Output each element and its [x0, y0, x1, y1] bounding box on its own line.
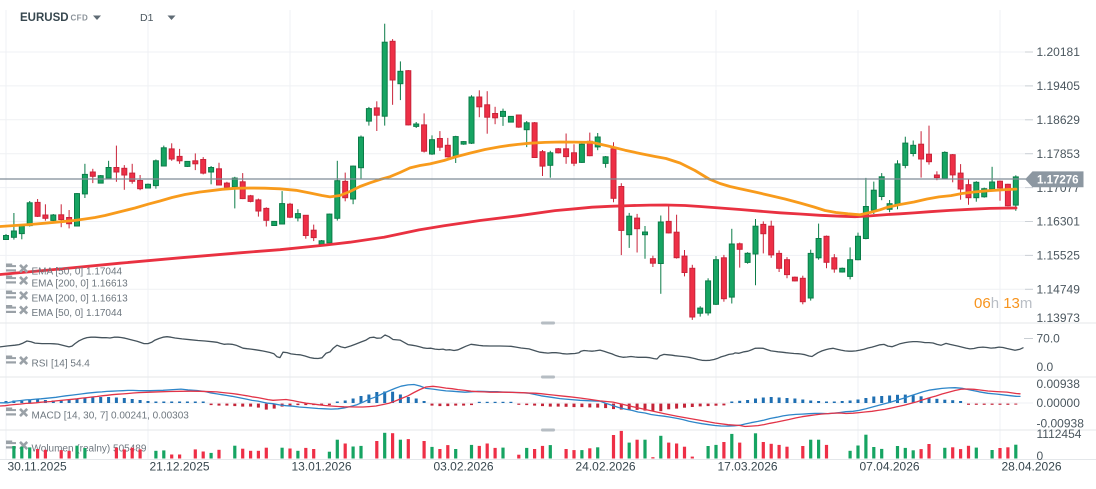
svg-text:EMA [200, 0] 1.16613: EMA [200, 0] 1.16613 — [32, 279, 129, 290]
svg-text:-0.00938: -0.00938 — [1037, 416, 1085, 430]
svg-text:1.17853: 1.17853 — [1037, 147, 1081, 161]
svg-text:Wolumen (realny) 505489: Wolumen (realny) 505489 — [32, 444, 147, 455]
svg-text:1.19405: 1.19405 — [1037, 79, 1081, 93]
svg-text:17.03.2026: 17.03.2026 — [718, 460, 778, 474]
svg-text:EMA [200, 0] 1.16613: EMA [200, 0] 1.16613 — [32, 294, 129, 305]
svg-text:1.20181: 1.20181 — [1037, 45, 1081, 59]
svg-text:MACD [14, 30, 7] 0.00241, 0.00: MACD [14, 30, 7] 0.00241, 0.00303 — [32, 411, 190, 422]
svg-text:0: 0 — [1037, 449, 1044, 463]
svg-text:1.13973: 1.13973 — [1037, 311, 1081, 325]
svg-text:1.15525: 1.15525 — [1037, 249, 1081, 263]
svg-text:24.02.2026: 24.02.2026 — [576, 460, 636, 474]
svg-text:1.17276: 1.17276 — [1037, 175, 1079, 187]
svg-text:1112454: 1112454 — [1037, 427, 1082, 441]
svg-text:13.01.2026: 13.01.2026 — [292, 460, 352, 474]
svg-text:D1: D1 — [140, 12, 154, 24]
svg-text:21.12.2025: 21.12.2025 — [150, 460, 210, 474]
svg-text:07.04.2026: 07.04.2026 — [860, 460, 920, 474]
svg-text:RSI [14] 54.4: RSI [14] 54.4 — [32, 359, 91, 370]
svg-text:0.00938: 0.00938 — [1037, 377, 1081, 391]
svg-text:1.18629: 1.18629 — [1037, 113, 1081, 127]
svg-text:28.04.2026: 28.04.2026 — [1002, 460, 1062, 474]
svg-text:70.0: 70.0 — [1037, 332, 1061, 346]
svg-text:EMA [50, 0] 1.17044: EMA [50, 0] 1.17044 — [32, 267, 123, 278]
svg-text:EURUSD: EURUSD — [20, 12, 69, 24]
svg-text:0.00000: 0.00000 — [1037, 396, 1081, 410]
svg-text:06h 13m: 06h 13m — [974, 295, 1032, 312]
svg-text:1.14749: 1.14749 — [1037, 283, 1081, 297]
svg-text:03.02.2026: 03.02.2026 — [434, 460, 494, 474]
svg-text:CFD: CFD — [71, 13, 89, 22]
svg-text:30.11.2025: 30.11.2025 — [8, 460, 67, 474]
svg-text:1.16301: 1.16301 — [1037, 215, 1081, 229]
svg-text:0.0: 0.0 — [1037, 360, 1054, 374]
svg-text:EMA [50, 0] 1.17044: EMA [50, 0] 1.17044 — [32, 308, 123, 319]
